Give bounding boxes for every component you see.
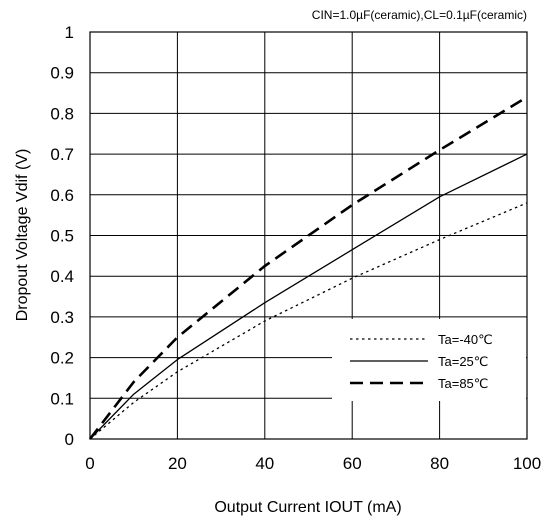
x-tick-label: 40 xyxy=(255,454,274,473)
x-tick-label: 60 xyxy=(343,454,362,473)
series-line-2 xyxy=(89,153,528,440)
y-tick-label: 0.2 xyxy=(50,349,74,368)
y-tick-label: 0.3 xyxy=(50,308,74,327)
x-axis-label: Output Current IOUT (mA) xyxy=(214,499,401,516)
legend-label-3: Ta=85℃ xyxy=(438,376,488,391)
legend-label-1: Ta=-40℃ xyxy=(438,332,493,347)
legend-label-2: Ta=25℃ xyxy=(438,354,488,369)
y-tick-label: 1 xyxy=(65,23,74,42)
chart-grid xyxy=(90,32,527,439)
y-tick-label: 0.5 xyxy=(50,227,74,246)
chart-condition-title: CIN=1.0µF(ceramic),CL=0.1µF(ceramic) xyxy=(312,8,527,22)
x-tick-label: 80 xyxy=(430,454,449,473)
legend: Ta=-40℃ Ta=25℃ Ta=85℃ xyxy=(350,332,493,391)
series-line-3 xyxy=(88,95,528,440)
y-tick-label: 0.9 xyxy=(50,64,74,83)
x-tick-label: 100 xyxy=(513,454,541,473)
plot-frame xyxy=(89,31,528,440)
y-tick-label: 0.4 xyxy=(50,267,74,286)
x-tick-label: 0 xyxy=(85,454,94,473)
y-tick-label: 0.1 xyxy=(50,389,74,408)
series-line-1 xyxy=(89,202,528,440)
y-tick-label: 0.6 xyxy=(50,186,74,205)
y-axis-label: Dropout Voltage Vdif (V) xyxy=(14,149,31,322)
y-axis-ticks: 0 0.1 0.2 0.3 0.4 0.5 0.6 0.7 0.8 0.9 1 xyxy=(50,23,74,449)
y-tick-label: 0.8 xyxy=(50,104,74,123)
y-tick-label: 0 xyxy=(65,430,74,449)
x-axis-ticks: 0 20 40 60 80 100 xyxy=(85,454,541,473)
y-tick-label: 0.7 xyxy=(50,145,74,164)
series-layer xyxy=(88,95,528,440)
x-tick-label: 20 xyxy=(168,454,187,473)
legend-box xyxy=(332,319,526,401)
